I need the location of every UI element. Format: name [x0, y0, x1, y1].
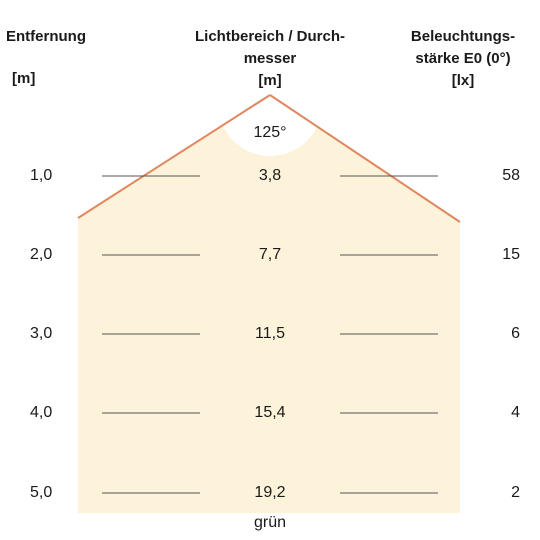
row-2-illuminance: 15	[502, 246, 520, 263]
row-2-diameter: 7,7	[258, 246, 282, 263]
row-3-distance: 3,0	[30, 325, 53, 342]
row-3-diameter: 11,5	[255, 325, 285, 342]
illuminance-header-title-line1: Beleuchtungs-	[410, 28, 516, 45]
row-1-illuminance: 58	[502, 167, 520, 184]
distance-header: Entfernung [m]	[6, 26, 106, 90]
row-4-distance: 4,0	[30, 404, 53, 421]
diameter-header: Lichtbereich / Durch- messer [m]	[180, 26, 360, 92]
row-1-distance: 1,0	[30, 167, 53, 184]
row-4-illuminance: 4	[511, 404, 520, 421]
row-5-distance: 5,0	[30, 484, 53, 501]
diameter-header-title-line1: Lichtbereich / Durch-	[194, 28, 346, 45]
beam-angle-label: 125°	[253, 124, 287, 141]
distance-header-title: Entfernung	[6, 28, 86, 45]
row-1-diameter: 3,8	[258, 167, 282, 184]
distance-header-unit: [m]	[12, 70, 36, 87]
diameter-header-title-line2: messer	[243, 50, 297, 67]
row-2-distance: 2,0	[30, 246, 53, 263]
row-5-illuminance: 2	[511, 484, 520, 501]
illuminance-header-unit: [lx]	[451, 72, 475, 89]
beam-area	[78, 95, 460, 513]
row-4-diameter: 15,4	[254, 404, 286, 421]
guide-lines	[102, 175, 438, 494]
illuminance-header: Beleuchtungs- stärke E0 (0°) [lx]	[388, 26, 538, 92]
beam-edge-left	[77, 94, 271, 219]
row-3-illuminance: 6	[511, 325, 520, 342]
beam-edge-right	[269, 94, 461, 223]
illuminance-header-title-line2: stärke E0 (0°)	[415, 50, 511, 67]
color-label: grün	[253, 514, 287, 531]
diameter-header-unit: [m]	[258, 72, 282, 89]
row-5-diameter: 19,2	[254, 484, 286, 501]
